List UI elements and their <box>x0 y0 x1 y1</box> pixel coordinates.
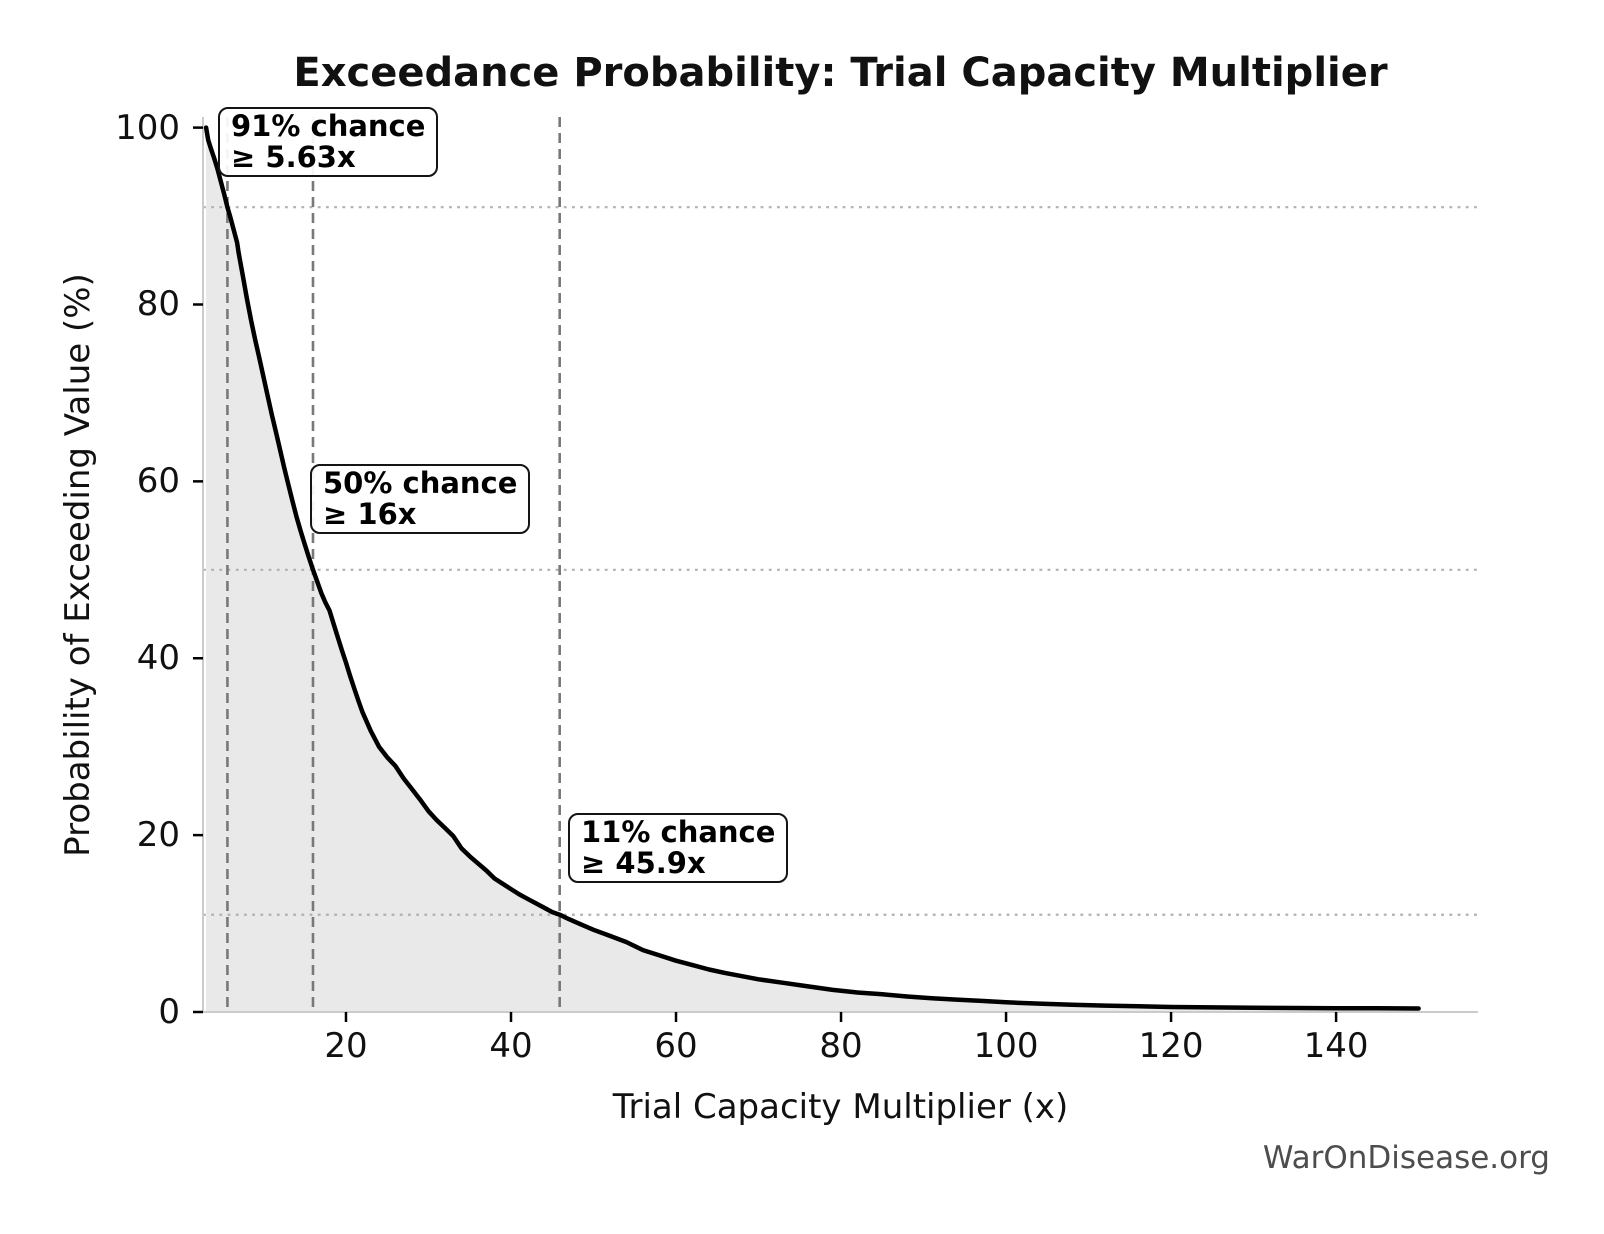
y-tick-label: 100 <box>115 107 180 148</box>
annotation-probability: 91% chance <box>231 109 426 143</box>
y-tick-label: 60 <box>136 461 180 502</box>
x-tick-label: 80 <box>819 1026 863 1066</box>
x-tick-label: 100 <box>973 1026 1039 1066</box>
annotation-box: 91% chance ≥ 5.63x <box>218 107 439 177</box>
x-tick-label: 120 <box>1138 1026 1204 1066</box>
annotation-probability: 11% chance <box>581 815 776 849</box>
area-under-curve <box>206 127 1419 1013</box>
exceedance-curve <box>203 125 1421 1011</box>
y-tick-label: 20 <box>136 815 180 856</box>
y-tick-label: 0 <box>158 992 180 1032</box>
x-axis-label: Trial Capacity Multiplier (x) <box>612 1087 1069 1127</box>
annotation-threshold: ≥ 45.9x <box>581 846 706 880</box>
annotation-box: 11% chance ≥ 45.9x <box>568 813 789 883</box>
y-axis-label: Probability of Exceeding Value (%) <box>58 273 98 857</box>
y-tick-label: 40 <box>136 638 180 679</box>
annotation-probability: 50% chance <box>323 466 518 500</box>
annotation-threshold: ≥ 5.63x <box>231 140 356 174</box>
chart-title: Exceedance Probability: Trial Capacity M… <box>293 50 1388 96</box>
annotation-box: 50% chance ≥ 16x <box>310 464 531 534</box>
y-tick-label: 80 <box>136 284 180 325</box>
annotation-threshold: ≥ 16x <box>323 497 417 531</box>
x-tick-label: 140 <box>1303 1026 1369 1066</box>
x-tick-label: 40 <box>489 1026 533 1066</box>
x-tick-label: 60 <box>654 1026 698 1066</box>
x-tick-label: 20 <box>324 1026 368 1066</box>
watermark-text: WarOnDisease.org <box>1262 1140 1550 1176</box>
